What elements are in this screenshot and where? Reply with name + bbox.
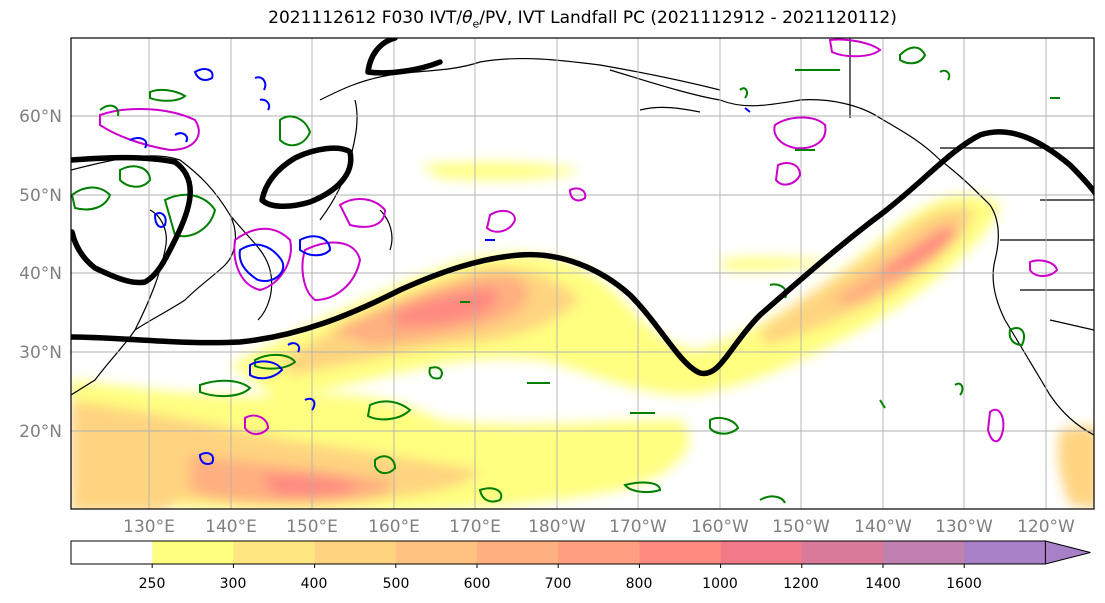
pv-negative-contours bbox=[129, 68, 751, 465]
colorbar-tick: 1200 bbox=[783, 576, 819, 592]
colorbar-segment bbox=[558, 541, 640, 564]
map-border bbox=[70, 37, 1095, 510]
colorbar-segment bbox=[477, 541, 559, 564]
lon-label: 120°W bbox=[1017, 517, 1075, 537]
pv-positive-contours bbox=[71, 46, 1060, 504]
colorbar-tick: 300 bbox=[220, 576, 247, 592]
colorbar-segment bbox=[233, 541, 316, 564]
map-title: 2021112612 F030 IVT/θe/PV, IVT Landfall … bbox=[268, 8, 897, 31]
colorbar-tick: 600 bbox=[464, 576, 491, 592]
colorbar-segment bbox=[152, 541, 234, 564]
lon-label: 170°W bbox=[609, 517, 667, 537]
lon-label: 170°E bbox=[449, 517, 501, 537]
lat-label-50n: 50°N bbox=[19, 186, 62, 206]
theta-e-contours bbox=[99, 38, 1059, 443]
lat-label-40n: 40°N bbox=[19, 264, 62, 284]
colorbar-segment bbox=[801, 541, 884, 564]
lon-label: 160°W bbox=[691, 517, 749, 537]
lon-label: 180°W bbox=[528, 517, 586, 537]
ivt-landfall-pc-contour bbox=[71, 38, 1094, 377]
lat-label-60n: 60°N bbox=[19, 107, 62, 127]
colorbar-extend-arrow bbox=[1044, 540, 1091, 565]
colorbar-tick: 1400 bbox=[865, 576, 901, 592]
colorbar-tick: 400 bbox=[301, 576, 328, 592]
lon-labels: 130°E 140°E 150°E 160°E 170°E 180°W 170°… bbox=[123, 517, 1075, 537]
lat-label-30n: 30°N bbox=[19, 343, 62, 363]
lon-label: 150°E bbox=[286, 517, 338, 537]
colorbar-segment bbox=[883, 541, 965, 564]
lon-label: 140°W bbox=[854, 517, 912, 537]
colorbar-tick: 700 bbox=[545, 576, 572, 592]
lon-label: 150°W bbox=[772, 517, 830, 537]
colorbar-segment bbox=[964, 541, 1046, 564]
lon-label: 130°W bbox=[935, 517, 993, 537]
lat-labels: 60°N 50°N 40°N 30°N 20°N bbox=[19, 107, 62, 442]
colorbar-tick: 1000 bbox=[702, 576, 738, 592]
ivt-shading bbox=[71, 162, 1094, 509]
colorbar-ticks: 250 300 400 500 600 700 800 1000 1200 14… bbox=[139, 576, 982, 592]
graticule bbox=[71, 38, 1094, 509]
lon-label: 140°E bbox=[205, 517, 257, 537]
colorbar-segment bbox=[71, 541, 153, 564]
colorbar bbox=[70, 540, 1091, 568]
coastlines bbox=[71, 38, 1094, 436]
lat-label-20n: 20°N bbox=[19, 422, 62, 442]
colorbar-tick: 500 bbox=[383, 576, 410, 592]
lon-label: 160°E bbox=[368, 517, 420, 537]
colorbar-segment bbox=[314, 541, 397, 564]
colorbar-segment bbox=[395, 541, 478, 564]
colorbar-segment bbox=[720, 541, 803, 564]
colorbar-segment bbox=[639, 541, 722, 564]
colorbar-tick: 250 bbox=[139, 576, 166, 592]
colorbar-tick: 1600 bbox=[946, 576, 982, 592]
colorbar-tick: 800 bbox=[626, 576, 653, 592]
lon-label: 130°E bbox=[123, 517, 175, 537]
